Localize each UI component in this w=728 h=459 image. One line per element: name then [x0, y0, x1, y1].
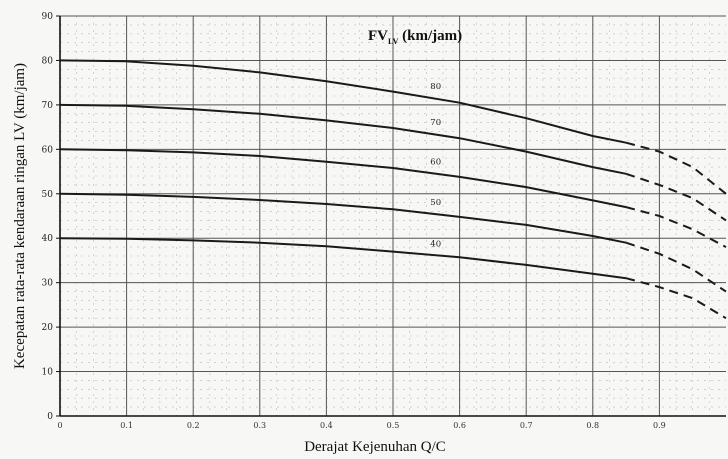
x-tick-label: 0.6	[453, 421, 466, 430]
series-line-60	[59, 148, 627, 209]
legend-title: FVLV (km/jam)	[368, 28, 462, 46]
series-labels: 80 70 60 50 40	[430, 82, 441, 249]
series-line-70	[59, 103, 627, 175]
legend-title-unit: (km/jam)	[398, 28, 462, 44]
y-tick-label: 0	[47, 412, 53, 422]
x-tick-label: 0.3	[253, 421, 266, 430]
y-tick-label: 50	[42, 190, 54, 200]
series-label-60: 60	[430, 157, 441, 167]
series-line-dashed-70	[625, 172, 727, 222]
y-axis-label: Kecepatan rata-rata kendaraan ringan LV …	[12, 63, 28, 369]
y-tick-label: 70	[42, 101, 54, 111]
axes	[59, 16, 726, 417]
x-tick-label: 0.5	[387, 421, 400, 430]
x-tick-label: 0.1	[120, 421, 133, 430]
x-tick-label: 0.2	[187, 421, 200, 430]
y-tick-label: 10	[42, 368, 54, 378]
series-label-70: 70	[430, 118, 441, 128]
series-line-dashed-50	[625, 241, 727, 293]
y-tick-label: 80	[42, 56, 54, 66]
x-tick-label: 0.4	[320, 421, 333, 430]
legend-title-sub: LV	[388, 37, 399, 46]
series-line-dashed-60	[625, 206, 727, 248]
x-tick-label: 0.9	[653, 421, 666, 430]
series-line-dashed-80	[625, 141, 727, 195]
series-line-40	[59, 237, 627, 280]
y-tick-label: 40	[42, 234, 54, 244]
series-label-50: 50	[430, 198, 441, 208]
tick-labels: 0 10 20 30 40 50 60 70 80 90 0 0.1 0.2 0.3 0.4 0.5 0.6 0.…	[42, 12, 666, 430]
series-curves	[59, 59, 727, 320]
series-line-80	[59, 59, 627, 144]
series-line-50	[59, 192, 627, 244]
y-tick-label: 60	[42, 145, 54, 155]
y-tick-label: 90	[42, 12, 54, 22]
y-tick-label: 30	[42, 279, 54, 289]
series-label-40: 40	[430, 239, 441, 249]
x-tick-label: 0	[57, 421, 62, 430]
series-label-80: 80	[430, 82, 441, 92]
legend-title-main: FV	[368, 28, 388, 44]
x-tick-label: 0.7	[520, 421, 533, 430]
x-tick-label: 0.8	[586, 421, 599, 430]
y-tick-label: 20	[42, 323, 54, 333]
x-axis-label: Derajat Kejenuhan Q/C	[304, 439, 446, 455]
series-line-dashed-40	[625, 277, 727, 320]
